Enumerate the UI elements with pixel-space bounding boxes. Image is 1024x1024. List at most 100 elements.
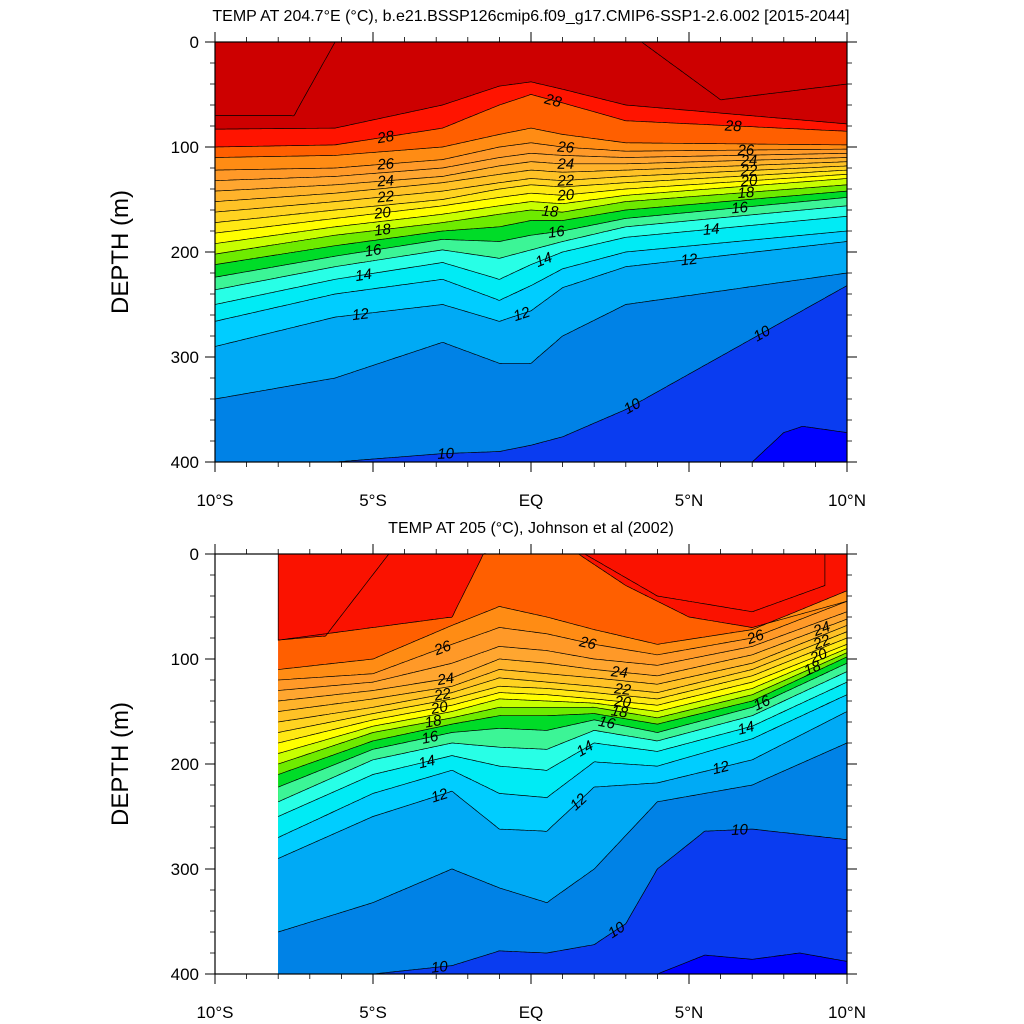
- top-isotherm-18: [214, 184, 848, 255]
- bottom-isotherm-16: [278, 662, 848, 788]
- top-contour-label-28: 28: [542, 90, 564, 111]
- bottom-ytick-label-100: 100: [171, 650, 199, 669]
- bottom-isotherm-14: [278, 681, 848, 817]
- top-isotherm-24: [214, 157, 848, 192]
- top-contour-label-22: 22: [556, 172, 575, 190]
- top-contour-label-22: 22: [376, 188, 396, 207]
- top-panel: TEMP AT 204.7°E (°C), b.e21.BSSP126cmip6…: [107, 8, 866, 510]
- bottom-isotherm-11: [278, 742, 848, 933]
- top-ytick-label-100: 100: [171, 138, 199, 157]
- top-contour-label-16: 16: [364, 241, 384, 260]
- top-isotherm-13: [214, 230, 848, 322]
- bottom-contour-label-24: 24: [435, 670, 455, 690]
- bottom-contour-label-18: 18: [610, 702, 630, 722]
- top-contour-label-18: 18: [541, 203, 559, 221]
- bottom-isotherm-20: [278, 643, 848, 744]
- top-contour-label-26: 26: [736, 142, 754, 159]
- bottom-fill-below-9: [657, 953, 847, 974]
- bottom-contour-label-22: 22: [612, 680, 632, 699]
- bottom-isotherm-17: [278, 656, 848, 775]
- top-contour-label-26: 26: [376, 155, 396, 173]
- top-contour-lines: [214, 81, 848, 463]
- top-contour-label-24: 24: [739, 152, 757, 169]
- top-xtick-label-0: 10°S: [196, 491, 233, 510]
- bottom-contour-label-14: 14: [736, 718, 756, 739]
- bottom-contour-label-18: 18: [423, 712, 443, 732]
- top-axis-ticks: 0 100 200 300 400 10°S 5°S EQ 5°N 10°N: [171, 32, 866, 510]
- bottom-xtick-label-3: 5°N: [675, 1003, 704, 1022]
- bottom-isotherm-24: [278, 618, 848, 702]
- top-ytick-label-200: 200: [171, 243, 199, 262]
- top-contour-label-14: 14: [533, 249, 555, 271]
- bottom-contour-label-20: 20: [429, 698, 450, 718]
- bottom-ytick-label-300: 300: [171, 860, 199, 879]
- top-contour-label-16: 16: [731, 199, 750, 218]
- top-ytick-label-0: 0: [190, 33, 199, 52]
- bottom-ytick-label-0: 0: [190, 545, 199, 564]
- top-isotherm-11: [214, 272, 848, 400]
- bottom-isotherm-22: [278, 631, 848, 723]
- top-contour-label-26: 26: [556, 139, 576, 157]
- bottom-contour-label-18: 18: [801, 657, 824, 680]
- bottom-isotherm-12: [278, 711, 848, 859]
- bottom-contour-label-20: 20: [612, 693, 632, 712]
- top-contour-chart: TEMP AT 204.7°E (°C), b.e21.BSSP126cmip6…: [107, 8, 866, 510]
- top-xtick-label-1: 5°S: [359, 491, 387, 510]
- bottom-contour-label-10: 10: [430, 958, 449, 977]
- bottom-isotherm-23: [278, 625, 848, 712]
- top-contour-label-16: 16: [547, 223, 566, 242]
- top-chart-title: TEMP AT 204.7°E (°C), b.e21.BSSP126cmip6…: [212, 8, 849, 25]
- bottom-xtick-label-1: 5°S: [359, 1003, 387, 1022]
- top-contour-label-10: 10: [621, 395, 644, 418]
- bottom-fill-below-10: [278, 829, 847, 975]
- top-isotherm-14: [214, 215, 848, 305]
- bottom-contour-label-26: 26: [744, 626, 767, 648]
- bottom-contour-label-14: 14: [573, 737, 596, 760]
- top-contour-label-20: 20: [372, 204, 392, 223]
- top-isotherm-27: [214, 127, 847, 158]
- top-contour-label-20: 20: [556, 186, 576, 204]
- top-xtick-label-4: 10°N: [828, 491, 866, 510]
- top-contour-label-18: 18: [737, 184, 756, 202]
- bottom-contour-label-22: 22: [810, 631, 833, 654]
- bottom-y-axis-label: DEPTH (m): [107, 702, 134, 826]
- top-contour-label-10: 10: [750, 322, 773, 345]
- bottom-contour-fills: [277, 553, 847, 975]
- top-isotherm-28: [214, 94, 848, 148]
- top-isotherm-12: [214, 241, 848, 347]
- bottom-warm-pool-1: [583, 553, 826, 613]
- top-contour-label-14: 14: [354, 266, 373, 285]
- bottom-contour-label-10: 10: [731, 821, 749, 839]
- bottom-warm-pool-0: [277, 553, 390, 641]
- top-contour-label-28: 28: [723, 117, 742, 135]
- top-contour-label-22: 22: [739, 162, 758, 180]
- bottom-isotherm-25: [278, 611, 848, 691]
- top-contour-label-24: 24: [376, 172, 395, 190]
- top-contour-label-24: 24: [556, 156, 574, 173]
- top-isotherm-26: [214, 142, 847, 171]
- top-isotherm-19: [214, 178, 848, 244]
- top-contour-label-18: 18: [373, 221, 392, 240]
- top-isotherm-20: [214, 173, 848, 234]
- bottom-axis-ticks: 0 100 200 300 400 10°S 5°S EQ 5°N 10°N: [171, 544, 866, 1022]
- bottom-ytick-label-400: 400: [171, 965, 199, 984]
- bottom-contour-label-24: 24: [810, 618, 833, 640]
- bottom-isotherm-13: [278, 694, 848, 838]
- bottom-contour-label-22: 22: [432, 685, 453, 705]
- top-fill-below-10: [215, 285, 847, 462]
- bottom-xtick-label-2: EQ: [519, 1003, 544, 1022]
- top-ytick-label-400: 400: [171, 453, 199, 472]
- top-contour-label-12: 12: [680, 251, 699, 270]
- top-contour-label-20: 20: [739, 172, 758, 190]
- bottom-contour-label-16: 16: [597, 713, 617, 733]
- bottom-chart-title: TEMP AT 205 (°C), Johnson et al (2002): [388, 520, 674, 537]
- top-xtick-label-3: 5°N: [675, 491, 704, 510]
- bottom-contour-label-16: 16: [751, 692, 774, 715]
- top-warm-pool-0: [214, 41, 336, 117]
- bottom-isotherm-15: [278, 671, 848, 803]
- top-isotherm-9: [751, 425, 848, 463]
- top-isotherm-23: [214, 161, 848, 202]
- top-isotherm-29: [215, 81, 848, 130]
- bottom-isotherm-19: [278, 648, 848, 754]
